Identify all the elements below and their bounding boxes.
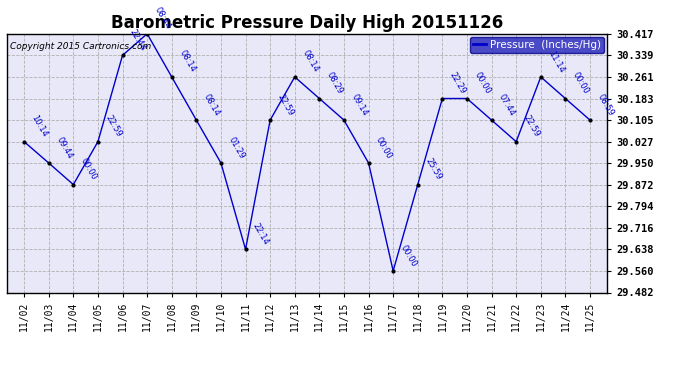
Text: 09:44: 09:44 [55, 135, 74, 160]
Text: 00:00: 00:00 [571, 70, 591, 96]
Text: 22:59: 22:59 [276, 92, 295, 117]
Title: Barometric Pressure Daily High 20151126: Barometric Pressure Daily High 20151126 [111, 14, 503, 32]
Text: 08:59: 08:59 [595, 92, 615, 117]
Text: 22:44: 22:44 [128, 27, 148, 53]
Text: 22:59: 22:59 [104, 114, 123, 139]
Text: 22:14: 22:14 [251, 222, 270, 246]
Text: 22:29: 22:29 [448, 70, 468, 96]
Text: 08:14: 08:14 [177, 49, 197, 74]
Text: 10:14: 10:14 [30, 114, 50, 139]
Text: 00:00: 00:00 [399, 243, 418, 268]
Text: 11:14: 11:14 [546, 49, 566, 74]
Text: 09:14: 09:14 [350, 92, 369, 117]
Text: 01:29: 01:29 [226, 135, 246, 160]
Text: 00:00: 00:00 [473, 70, 492, 96]
Text: 00:00: 00:00 [374, 135, 394, 160]
Text: 08:29: 08:29 [325, 70, 344, 96]
Text: 22:59: 22:59 [522, 114, 542, 139]
Text: 08:14: 08:14 [202, 92, 221, 117]
Legend: Pressure  (Inches/Hg): Pressure (Inches/Hg) [470, 37, 604, 53]
Text: 07:44: 07:44 [497, 92, 517, 117]
Text: 08:14: 08:14 [300, 49, 320, 74]
Text: Copyright 2015 Cartronics.com: Copyright 2015 Cartronics.com [10, 42, 151, 51]
Text: 08:44: 08:44 [152, 6, 172, 31]
Text: 25:59: 25:59 [424, 157, 443, 182]
Text: 00:00: 00:00 [79, 157, 99, 182]
